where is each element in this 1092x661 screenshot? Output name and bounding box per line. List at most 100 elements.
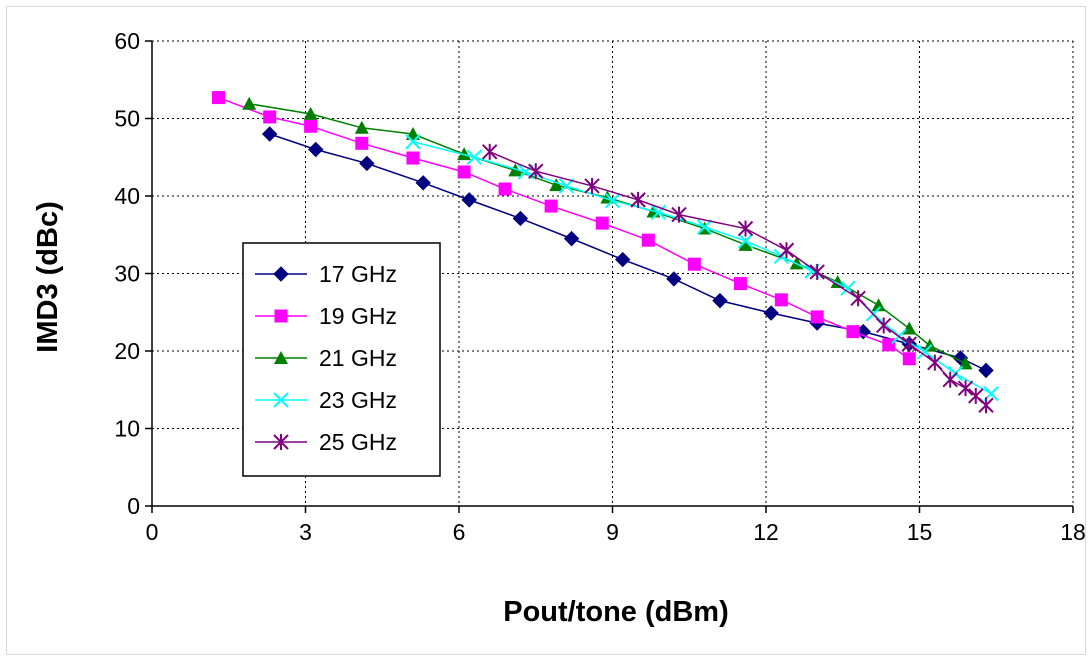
axes: 0 10 20 30 40 50 60 0 3 6 9 12 15 18 xyxy=(114,28,1085,545)
data-point xyxy=(850,290,866,307)
data-point xyxy=(687,257,701,271)
series-line xyxy=(489,151,987,406)
legend-label: 19 GHz xyxy=(319,303,397,329)
data-point xyxy=(671,206,687,223)
legend-label: 23 GHz xyxy=(319,387,397,413)
data-point xyxy=(405,134,421,150)
data-point xyxy=(774,293,788,307)
data-point xyxy=(978,362,994,379)
data-point xyxy=(544,199,558,213)
legend-label: 21 GHz xyxy=(319,345,397,371)
legend-marker xyxy=(274,309,288,323)
legend-marker xyxy=(273,266,289,282)
data-point xyxy=(584,177,600,194)
y-tick-label: 60 xyxy=(114,28,140,54)
grid-lines xyxy=(152,40,1074,506)
data-point xyxy=(733,277,747,291)
data-point xyxy=(242,96,257,110)
y-tick-label: 20 xyxy=(114,338,140,364)
data-point xyxy=(415,175,431,191)
data-point xyxy=(263,110,277,124)
data-point xyxy=(457,165,471,179)
x-tick-label: 6 xyxy=(453,519,466,545)
x-tick-label: 0 xyxy=(146,519,159,545)
data-point xyxy=(901,336,917,353)
data-point xyxy=(508,163,523,177)
x-tick-label: 15 xyxy=(907,519,933,545)
data-point xyxy=(978,397,994,414)
data-point xyxy=(512,210,529,227)
data-point xyxy=(846,325,860,339)
data-point xyxy=(261,126,278,142)
legend-label: 17 GHz xyxy=(319,261,397,287)
legend-item: 25 GHz xyxy=(255,429,397,455)
data-point xyxy=(958,356,973,370)
data-point xyxy=(871,298,886,312)
data-point xyxy=(595,216,609,230)
data-point xyxy=(308,141,324,158)
data-point xyxy=(549,178,564,192)
data-point xyxy=(558,178,575,194)
legend-item: 21 GHz xyxy=(255,345,397,371)
legend-marker xyxy=(273,434,289,450)
data-point xyxy=(875,317,892,334)
series-1 xyxy=(212,91,916,366)
series-line xyxy=(269,133,987,372)
series-line xyxy=(412,141,992,395)
legend-marker xyxy=(273,392,289,408)
x-tick-label: 12 xyxy=(753,519,779,545)
y-tick-label: 40 xyxy=(114,183,140,209)
data-point xyxy=(457,147,472,161)
data-point xyxy=(304,119,318,133)
legend-item: 19 GHz xyxy=(255,303,397,329)
data-point xyxy=(461,192,477,208)
x-tick-label: 9 xyxy=(606,519,619,545)
data-point xyxy=(481,143,498,160)
data-point xyxy=(902,321,917,335)
data-point xyxy=(902,352,916,366)
data-point xyxy=(882,338,896,352)
y-tick-label: 50 xyxy=(114,106,140,132)
x-axis-title: Pout/tone (dBm) xyxy=(503,596,729,628)
data-point xyxy=(354,120,369,134)
data-point xyxy=(763,305,779,321)
data-point xyxy=(737,220,754,237)
data-point xyxy=(528,163,544,180)
legend-item: 17 GHz xyxy=(255,261,397,287)
data-point xyxy=(303,106,318,120)
data-point xyxy=(922,338,937,352)
data-point xyxy=(666,271,682,287)
data-point xyxy=(968,387,984,404)
y-axis-title: IMD3 (dBc) xyxy=(32,201,64,352)
data-point xyxy=(359,155,375,172)
x-tick-label: 3 xyxy=(299,519,312,545)
data-point xyxy=(405,127,420,140)
series-4 xyxy=(481,143,994,414)
data-point xyxy=(810,310,824,324)
data-point xyxy=(738,237,753,251)
data-point xyxy=(712,292,728,309)
data-point xyxy=(778,242,795,259)
data-point xyxy=(563,230,580,247)
data-point xyxy=(406,151,420,165)
data-point xyxy=(957,380,974,397)
data-point xyxy=(942,371,958,388)
data-point xyxy=(630,191,646,208)
data-point xyxy=(809,263,825,280)
data-point xyxy=(212,91,226,105)
series-layer xyxy=(212,91,999,414)
legend-item: 23 GHz xyxy=(255,387,397,413)
legend: 17 GHz 19 GHz 21 GHz 23 GHz 25 GHz xyxy=(242,242,441,477)
data-point xyxy=(696,219,713,235)
data-point xyxy=(615,251,631,268)
data-point xyxy=(650,204,667,220)
data-point xyxy=(927,354,943,371)
x-tick-label: 18 xyxy=(1060,519,1086,545)
y-tick-label: 10 xyxy=(114,416,140,442)
data-point xyxy=(355,136,369,150)
y-tick-label: 30 xyxy=(114,261,140,287)
data-point xyxy=(604,192,621,209)
data-point xyxy=(641,233,655,247)
y-tick-label: 0 xyxy=(127,493,140,519)
legend-label: 25 GHz xyxy=(319,429,397,455)
